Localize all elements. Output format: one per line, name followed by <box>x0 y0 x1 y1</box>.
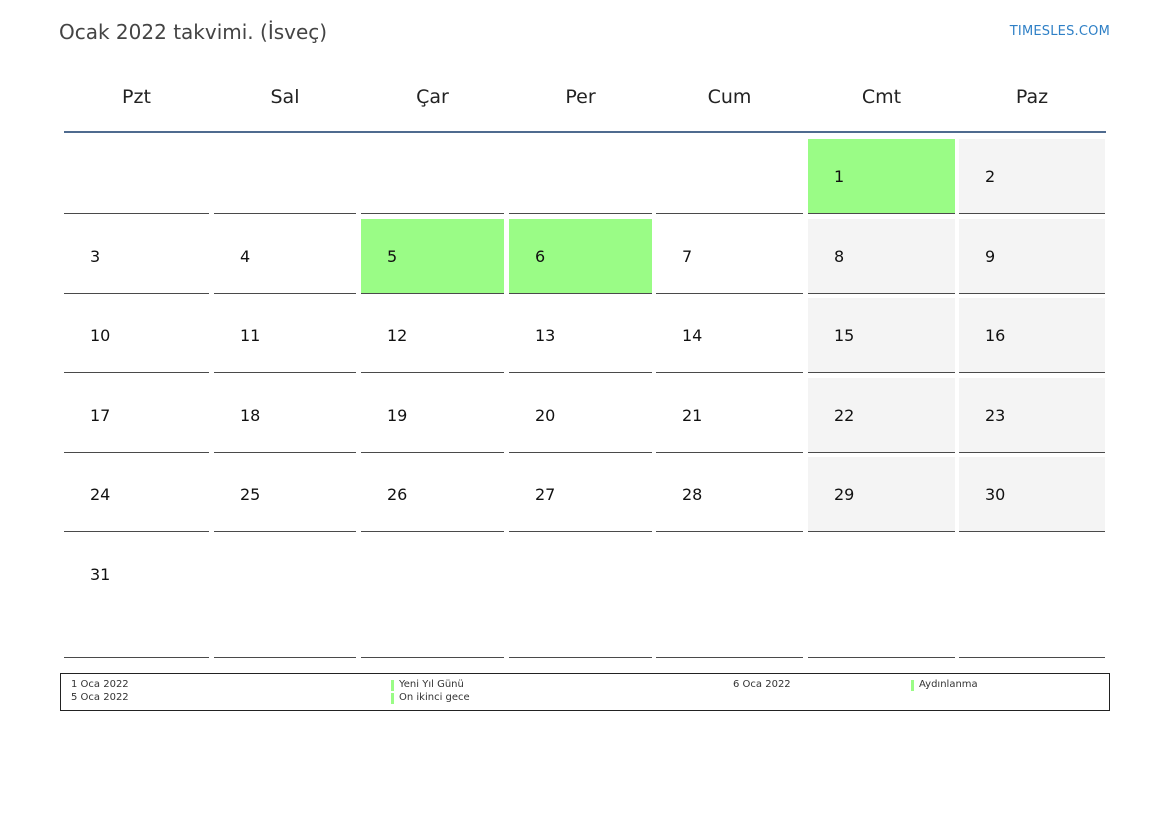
weekday-header: Per <box>565 86 596 108</box>
day-number: 27 <box>535 485 556 504</box>
weekday-header: Cum <box>707 86 752 108</box>
day-cell[interactable]: 7 <box>656 219 803 294</box>
day-cell[interactable]: 6 <box>509 219 652 294</box>
day-cell[interactable]: 30 <box>959 457 1105 532</box>
day-number: 23 <box>985 406 1006 425</box>
weekday-header: Sal <box>270 86 300 108</box>
empty-day-cell <box>509 537 652 658</box>
header-divider <box>64 131 1106 133</box>
day-number: 2 <box>985 167 996 186</box>
day-number: 28 <box>682 485 703 504</box>
day-number: 31 <box>90 565 111 584</box>
day-number: 19 <box>387 406 408 425</box>
day-cell[interactable]: 27 <box>509 457 652 532</box>
legend-color-marker <box>391 693 394 704</box>
day-number: 3 <box>90 247 101 266</box>
legend-date: 5 Oca 2022 <box>71 692 129 703</box>
empty-day-cell <box>214 139 356 214</box>
legend-date: 1 Oca 2022 <box>71 679 129 690</box>
day-number: 6 <box>535 247 546 266</box>
day-number: 7 <box>682 247 693 266</box>
day-number: 25 <box>240 485 261 504</box>
day-cell[interactable]: 8 <box>808 219 955 294</box>
day-cell[interactable]: 12 <box>361 298 504 373</box>
day-number: 15 <box>834 326 855 345</box>
day-number: 20 <box>535 406 556 425</box>
day-cell[interactable]: 13 <box>509 298 652 373</box>
day-cell[interactable]: 23 <box>959 378 1105 453</box>
day-number: 11 <box>240 326 261 345</box>
day-number: 4 <box>240 247 251 266</box>
day-cell[interactable]: 9 <box>959 219 1105 294</box>
empty-day-cell <box>808 537 955 658</box>
day-number: 29 <box>834 485 855 504</box>
site-link[interactable]: TIMESLES.COM <box>1009 24 1110 39</box>
day-number: 26 <box>387 485 408 504</box>
day-number: 10 <box>90 326 111 345</box>
weekday-header: Cmt <box>861 86 902 108</box>
day-cell[interactable]: 31 <box>64 537 209 658</box>
day-number: 16 <box>985 326 1006 345</box>
day-cell[interactable]: 3 <box>64 219 209 294</box>
legend-holiday-name: On ikinci gece <box>399 692 470 703</box>
day-cell[interactable]: 25 <box>214 457 356 532</box>
calendar-title: Ocak 2022 takvimi. (İsveç) <box>59 20 328 44</box>
empty-day-cell <box>509 139 652 214</box>
day-number: 9 <box>985 247 996 266</box>
day-number: 17 <box>90 406 111 425</box>
day-number: 21 <box>682 406 703 425</box>
legend-color-marker <box>391 680 394 691</box>
empty-day-cell <box>656 537 803 658</box>
day-cell[interactable]: 20 <box>509 378 652 453</box>
day-number: 14 <box>682 326 703 345</box>
day-number: 12 <box>387 326 408 345</box>
day-cell[interactable]: 10 <box>64 298 209 373</box>
legend-holiday-name: Yeni Yıl Günü <box>399 679 464 690</box>
day-cell[interactable]: 14 <box>656 298 803 373</box>
day-cell[interactable]: 22 <box>808 378 955 453</box>
day-cell[interactable]: 16 <box>959 298 1105 373</box>
weekday-header: Pzt <box>122 86 151 108</box>
day-cell[interactable]: 15 <box>808 298 955 373</box>
empty-day-cell <box>361 139 504 214</box>
holiday-legend: 1 Oca 2022 5 Oca 2022 Yeni Yıl Günü On i… <box>60 673 1110 711</box>
empty-day-cell <box>361 537 504 658</box>
empty-day-cell <box>656 139 803 214</box>
day-cell[interactable]: 29 <box>808 457 955 532</box>
day-cell[interactable]: 4 <box>214 219 356 294</box>
day-cell[interactable]: 1 <box>808 139 955 214</box>
day-cell[interactable]: 26 <box>361 457 504 532</box>
legend-color-marker <box>911 680 914 691</box>
day-number: 5 <box>387 247 398 266</box>
day-number: 8 <box>834 247 845 266</box>
legend-date: 6 Oca 2022 <box>733 679 791 690</box>
legend-holiday-name: Aydınlanma <box>919 679 978 690</box>
empty-day-cell <box>959 537 1105 658</box>
day-number: 30 <box>985 485 1006 504</box>
day-number: 22 <box>834 406 855 425</box>
empty-day-cell <box>64 139 209 214</box>
day-number: 18 <box>240 406 261 425</box>
day-number: 1 <box>834 167 845 186</box>
day-number: 24 <box>90 485 111 504</box>
day-cell[interactable]: 19 <box>361 378 504 453</box>
day-cell[interactable]: 2 <box>959 139 1105 214</box>
day-cell[interactable]: 28 <box>656 457 803 532</box>
day-cell[interactable]: 11 <box>214 298 356 373</box>
weekday-header: Paz <box>1015 86 1049 108</box>
day-number: 13 <box>535 326 556 345</box>
day-cell[interactable]: 21 <box>656 378 803 453</box>
weekday-header: Çar <box>416 86 449 108</box>
day-cell[interactable]: 5 <box>361 219 504 294</box>
day-cell[interactable]: 24 <box>64 457 209 532</box>
empty-day-cell <box>214 537 356 658</box>
day-cell[interactable]: 18 <box>214 378 356 453</box>
day-cell[interactable]: 17 <box>64 378 209 453</box>
